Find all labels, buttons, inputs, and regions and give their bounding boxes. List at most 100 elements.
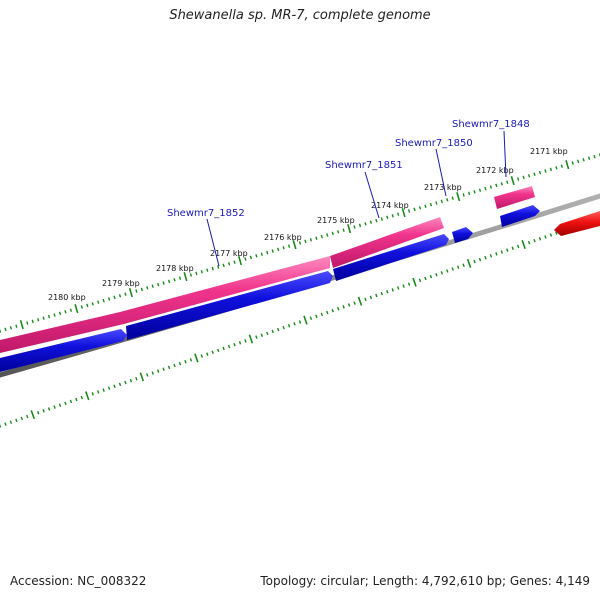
outer-ring-major-tick <box>237 256 243 266</box>
outer-ring-minor-tick <box>478 188 482 192</box>
reverse-strand-track <box>0 205 540 372</box>
cds-reverse-2[interactable] <box>126 271 333 340</box>
inner-ring-minor-tick <box>484 255 487 260</box>
cds-forward-shewmr7-1852[interactable] <box>0 256 330 353</box>
inner-ring-minor-tick <box>233 342 236 347</box>
kbp-label-2174: 2174 kbp <box>371 201 409 210</box>
outer-ring-minor-tick <box>353 225 356 229</box>
outer-ring-minor-tick <box>413 207 416 212</box>
gene-labels: Shewmr7_1848 Shewmr7_1850 Shewmr7_1851 S… <box>167 119 530 267</box>
figure-title: Shewanella sp. MR-7, complete genome <box>169 8 431 23</box>
cds-reverse-5[interactable] <box>500 205 540 227</box>
outer-ring-minor-tick <box>337 230 340 234</box>
outer-ring-minor-tick <box>260 252 263 256</box>
outer-ring-minor-tick <box>178 276 182 280</box>
outer-ring-minor-tick <box>440 199 443 204</box>
outer-ring-minor-tick <box>538 170 542 175</box>
outer-tick-ring <box>0 153 600 333</box>
outer-ring-major-tick <box>19 320 24 330</box>
cds-reverse-3[interactable] <box>333 234 449 281</box>
outer-ring-major-tick <box>401 208 406 218</box>
inner-ring-minor-tick <box>255 335 258 339</box>
outer-ring-minor-tick <box>517 177 520 181</box>
outer-ring-major-tick <box>74 304 79 314</box>
outer-ring-minor-tick <box>544 169 547 173</box>
inner-ring-minor-tick <box>446 269 449 273</box>
outer-ring-minor-tick <box>37 318 40 322</box>
inner-ring-minor-tick <box>47 407 51 411</box>
outer-ring-major-tick <box>456 192 461 202</box>
inner-ring-minor-tick <box>489 254 493 258</box>
cds-reverse-1[interactable] <box>0 329 127 372</box>
inner-ring-minor-tick <box>260 333 264 337</box>
outer-ring-minor-tick <box>91 302 94 306</box>
outer-ring-minor-tick <box>533 172 536 176</box>
gene-label-shewmr7-1851[interactable]: Shewmr7_1851 <box>325 160 403 171</box>
cds-forward-shewmr7-1848[interactable] <box>494 186 535 209</box>
outer-ring-minor-tick <box>217 265 220 269</box>
inner-ring-minor-tick <box>184 359 187 364</box>
inner-ring-minor-tick <box>42 409 45 413</box>
feature-red[interactable] <box>554 211 600 236</box>
inner-ring-minor-tick <box>500 250 504 254</box>
outer-ring-minor-tick <box>522 175 525 180</box>
outer-ring-minor-tick <box>69 308 73 312</box>
outer-ring-minor-tick <box>560 164 563 168</box>
outer-ring-minor-tick <box>375 218 378 223</box>
inner-ring-minor-tick <box>80 395 84 400</box>
cds-forward-shewmr7-1851[interactable] <box>330 217 444 268</box>
inner-ring-minor-tick <box>386 290 389 294</box>
outer-ring-minor-tick <box>222 263 225 268</box>
outer-ring-minor-tick <box>418 206 422 210</box>
inner-ring-minor-tick <box>9 420 13 424</box>
outer-ring-minor-tick <box>315 236 318 240</box>
outer-ring-minor-tick <box>227 262 231 266</box>
inner-ring-minor-tick <box>342 305 345 309</box>
inner-ring-minor-tick <box>456 265 460 269</box>
kbp-label-2171: 2171 kbp <box>530 147 568 156</box>
accession-text: Accession: NC_008322 <box>10 574 147 588</box>
inner-ring-minor-tick <box>331 308 334 313</box>
inner-ring-minor-tick <box>462 263 465 268</box>
inner-ring-minor-tick <box>538 237 542 241</box>
inner-ring-major-tick <box>303 315 308 325</box>
outer-ring-minor-tick <box>424 204 427 208</box>
inner-ring-minor-tick <box>516 244 520 249</box>
outer-ring-minor-tick <box>282 246 285 250</box>
inner-ring-minor-tick <box>336 307 340 311</box>
inner-ring-major-tick <box>139 372 145 382</box>
inner-ring-minor-tick <box>402 284 405 288</box>
inner-ring-minor-tick <box>506 248 509 252</box>
inner-ring-minor-tick <box>369 295 373 300</box>
inner-ring-major-tick <box>412 277 417 287</box>
inner-ring-minor-tick <box>53 405 56 409</box>
inner-ring-minor-tick <box>424 276 427 281</box>
outer-ring-minor-tick <box>287 244 291 248</box>
inner-ring-minor-tick <box>375 293 378 298</box>
gene-label-shewmr7-1848[interactable]: Shewmr7_1848 <box>452 119 530 130</box>
inner-ring-minor-tick <box>206 352 209 356</box>
outer-ring-minor-tick <box>386 215 389 220</box>
outer-ring-minor-tick <box>429 202 433 207</box>
outer-ring-minor-tick <box>249 255 253 260</box>
inner-ring-minor-tick <box>69 399 73 404</box>
inner-ring-minor-tick <box>15 418 18 423</box>
kbp-label-2178: 2178 kbp <box>156 264 194 273</box>
outer-ring-minor-tick <box>107 297 111 301</box>
inner-ring-minor-tick <box>533 238 536 243</box>
gene-label-shewmr7-1850[interactable]: Shewmr7_1850 <box>395 138 473 149</box>
inner-ring-minor-tick <box>555 231 558 235</box>
gene-label-shewmr7-1852[interactable]: Shewmr7_1852 <box>167 208 245 219</box>
outer-ring-minor-tick <box>86 303 89 308</box>
outer-ring-minor-tick <box>380 217 383 221</box>
outer-ring-minor-tick <box>173 278 176 282</box>
inner-ring-major-tick <box>85 391 90 401</box>
outer-ring-minor-tick <box>587 156 591 160</box>
outer-ring-major-tick <box>347 224 352 234</box>
inner-ring-minor-tick <box>396 286 400 290</box>
outer-ring-minor-tick <box>151 284 154 288</box>
outer-ring-minor-tick <box>446 198 449 202</box>
cds-reverse-4[interactable] <box>452 227 473 243</box>
inner-ring-minor-tick <box>227 344 231 349</box>
